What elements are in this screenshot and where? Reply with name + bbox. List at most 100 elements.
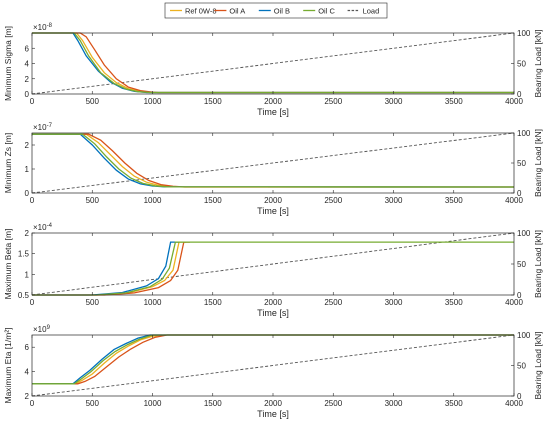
x-tick-label: 1000 [144,298,162,307]
x-tick-label: 500 [86,97,100,106]
x-axis-label: Time [s] [257,107,289,117]
y-tick-label: 1.5 [18,250,30,259]
series-line-oil-c [32,334,514,385]
x-tick-label: 1500 [204,298,222,307]
y-tick-label: 2 [25,229,30,238]
x-tick-label: 0 [30,399,35,408]
series-line-oil-b [32,334,514,385]
y2-tick-label: 0 [517,291,522,300]
x-tick-label: 3500 [445,399,463,408]
y2-axis-label: Bearing Load [kN] [533,129,543,197]
y-tick-label: 0 [25,189,30,198]
y2-axis-label: Bearing Load [kN] [533,230,543,298]
x-tick-label: 2000 [264,399,282,408]
legend: Ref 0W-8 Oil A Oil B Oil C Load [164,2,388,19]
series-line-oil-c [32,241,514,296]
x-tick-label: 2500 [324,399,342,408]
series-line-load [32,232,514,296]
x-tick-label: 0 [30,97,35,106]
x-tick-label: 500 [86,298,100,307]
y-exponent-power: -4 [47,223,53,229]
y-tick-label: 4 [25,60,30,69]
y-axis-label: Maximum Eta [1/m²] [3,327,13,403]
legend-label: Load [363,7,380,16]
x-tick-label: 2500 [324,196,342,205]
y2-tick-label: 0 [517,392,522,401]
x-tick-label: 4000 [505,399,523,408]
y2-tick-label: 100 [517,29,531,38]
y-exponent-power: -7 [47,123,53,129]
y-exponent-power: -8 [47,23,53,29]
y2-tick-label: 100 [517,229,531,238]
x-tick-label: 1500 [204,196,222,205]
x-tick-label: 3000 [385,196,403,205]
series-line-load [32,32,514,95]
x-tick-label: 4000 [505,298,523,307]
x-tick-label: 2000 [264,196,282,205]
y-axis-label: Maximum Beta [m] [3,229,13,300]
x-tick-label: 1500 [204,97,222,106]
y-tick-label: 1 [25,165,30,174]
y-tick-label: 6 [25,343,30,352]
x-tick-label: 0 [30,196,35,205]
y2-tick-label: 0 [517,189,522,198]
legend-box [164,2,388,19]
x-tick-label: 2500 [324,97,342,106]
series-line-load [32,132,514,194]
y-tick-label: 2 [25,75,30,84]
y-tick-label: 4 [25,368,30,377]
y-tick-label: 2 [25,141,30,150]
y2-tick-label: 50 [517,159,526,168]
y-exponent-label: ×109 [33,325,51,334]
series-line-ref-0w-8 [32,334,514,385]
x-tick-label: 3000 [385,298,403,307]
y2-tick-label: 100 [517,129,531,138]
x-axis-label: Time [s] [257,206,289,216]
y-axis-label: Minimum Sigma [m] [3,26,13,101]
y-exponent-label: ×10-7 [33,123,53,132]
series-line-load [32,334,514,397]
series-line-oil-c [32,32,514,94]
x-tick-label: 1000 [144,196,162,205]
y2-tick-label: 50 [517,362,526,371]
y2-axis-label: Bearing Load [kN] [533,29,543,97]
x-tick-label: 3500 [445,196,463,205]
x-tick-label: 2000 [264,298,282,307]
series-line-oil-a [32,334,514,385]
x-tick-label: 500 [86,399,100,408]
y-tick-label: 1 [25,270,30,279]
x-tick-label: 1500 [204,399,222,408]
x-tick-label: 4000 [505,97,523,106]
y2-axis-label: Bearing Load [kN] [533,331,543,399]
x-tick-label: 1000 [144,97,162,106]
legend-label: Oil C [318,7,335,16]
y-axis-label: Minimum Zs [m] [3,133,13,193]
y-tick-label: 6 [25,44,30,53]
x-tick-label: 500 [86,196,100,205]
x-tick-label: 1000 [144,399,162,408]
x-axis-label: Time [s] [257,308,289,318]
y2-tick-label: 50 [517,60,526,69]
y-exponent-label: ×10-8 [33,23,53,32]
x-tick-label: 3500 [445,97,463,106]
legend-label: Oil A [229,7,245,16]
legend-label: Oil B [274,7,290,16]
series-line-oil-c [32,133,514,188]
y-tick-label: 0 [25,90,30,99]
x-tick-label: 3000 [385,97,403,106]
x-tick-label: 3000 [385,399,403,408]
y2-tick-label: 100 [517,331,531,340]
y2-tick-label: 50 [517,260,526,269]
y-tick-label: 2 [25,392,30,401]
x-axis-label: Time [s] [257,409,289,419]
x-tick-label: 3500 [445,298,463,307]
x-tick-label: 2000 [264,97,282,106]
y-tick-label: 0.5 [18,291,30,300]
x-tick-label: 0 [30,298,35,307]
